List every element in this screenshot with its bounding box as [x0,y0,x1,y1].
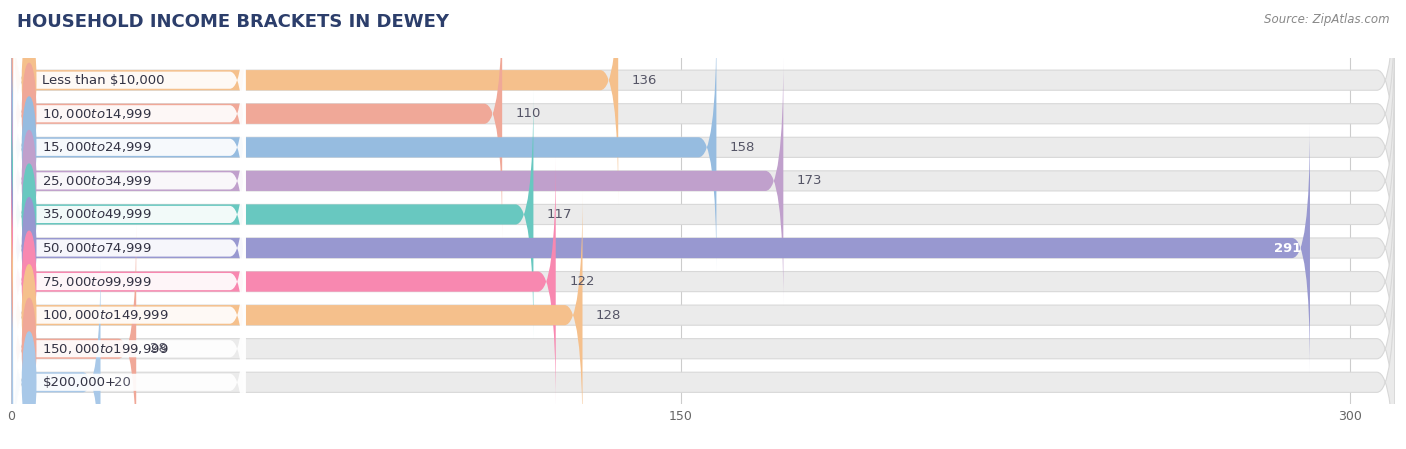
Text: $200,000+: $200,000+ [42,376,117,389]
Text: 28: 28 [149,342,166,355]
Circle shape [22,131,35,231]
FancyBboxPatch shape [11,258,1395,449]
Text: 291: 291 [1274,242,1301,255]
Text: Less than $10,000: Less than $10,000 [42,74,165,87]
Text: $50,000 to $74,999: $50,000 to $74,999 [42,241,152,255]
FancyBboxPatch shape [14,5,246,223]
FancyBboxPatch shape [14,206,246,424]
FancyBboxPatch shape [14,273,246,449]
FancyBboxPatch shape [11,57,783,305]
Text: 20: 20 [114,376,131,389]
Circle shape [22,231,35,332]
Circle shape [22,97,35,198]
Circle shape [22,299,35,399]
Text: $10,000 to $14,999: $10,000 to $14,999 [42,107,152,121]
FancyBboxPatch shape [11,90,533,339]
FancyBboxPatch shape [11,0,1395,204]
Text: Source: ZipAtlas.com: Source: ZipAtlas.com [1264,13,1389,26]
Text: 117: 117 [547,208,572,221]
FancyBboxPatch shape [11,23,1395,272]
Circle shape [22,63,35,164]
FancyBboxPatch shape [11,191,582,439]
Text: 158: 158 [730,141,755,154]
FancyBboxPatch shape [14,173,246,391]
FancyBboxPatch shape [11,258,100,449]
FancyBboxPatch shape [11,124,1395,372]
FancyBboxPatch shape [11,0,619,204]
FancyBboxPatch shape [11,0,502,238]
FancyBboxPatch shape [14,0,246,189]
Text: HOUSEHOLD INCOME BRACKETS IN DEWEY: HOUSEHOLD INCOME BRACKETS IN DEWEY [17,13,449,31]
FancyBboxPatch shape [11,0,1395,238]
FancyBboxPatch shape [11,23,717,272]
Circle shape [22,198,35,299]
Text: 122: 122 [569,275,595,288]
FancyBboxPatch shape [11,158,555,406]
FancyBboxPatch shape [14,106,246,323]
FancyBboxPatch shape [11,90,1395,339]
FancyBboxPatch shape [11,57,1395,305]
Text: $100,000 to $149,999: $100,000 to $149,999 [42,308,169,322]
FancyBboxPatch shape [11,191,1395,439]
FancyBboxPatch shape [11,158,1395,406]
Text: $75,000 to $99,999: $75,000 to $99,999 [42,275,152,289]
FancyBboxPatch shape [11,224,136,449]
FancyBboxPatch shape [14,72,246,290]
Text: 128: 128 [596,308,621,321]
Text: 110: 110 [516,107,541,120]
Circle shape [22,164,35,265]
FancyBboxPatch shape [14,39,246,256]
Text: $150,000 to $199,999: $150,000 to $199,999 [42,342,169,356]
Text: $35,000 to $49,999: $35,000 to $49,999 [42,207,152,221]
FancyBboxPatch shape [11,124,1310,372]
Circle shape [22,265,35,365]
FancyBboxPatch shape [14,240,246,449]
FancyBboxPatch shape [14,139,246,357]
FancyBboxPatch shape [11,224,1395,449]
Circle shape [22,332,35,433]
Text: 136: 136 [631,74,657,87]
Circle shape [22,30,35,131]
Text: $15,000 to $24,999: $15,000 to $24,999 [42,141,152,154]
Text: $25,000 to $34,999: $25,000 to $34,999 [42,174,152,188]
Text: 173: 173 [797,174,823,187]
